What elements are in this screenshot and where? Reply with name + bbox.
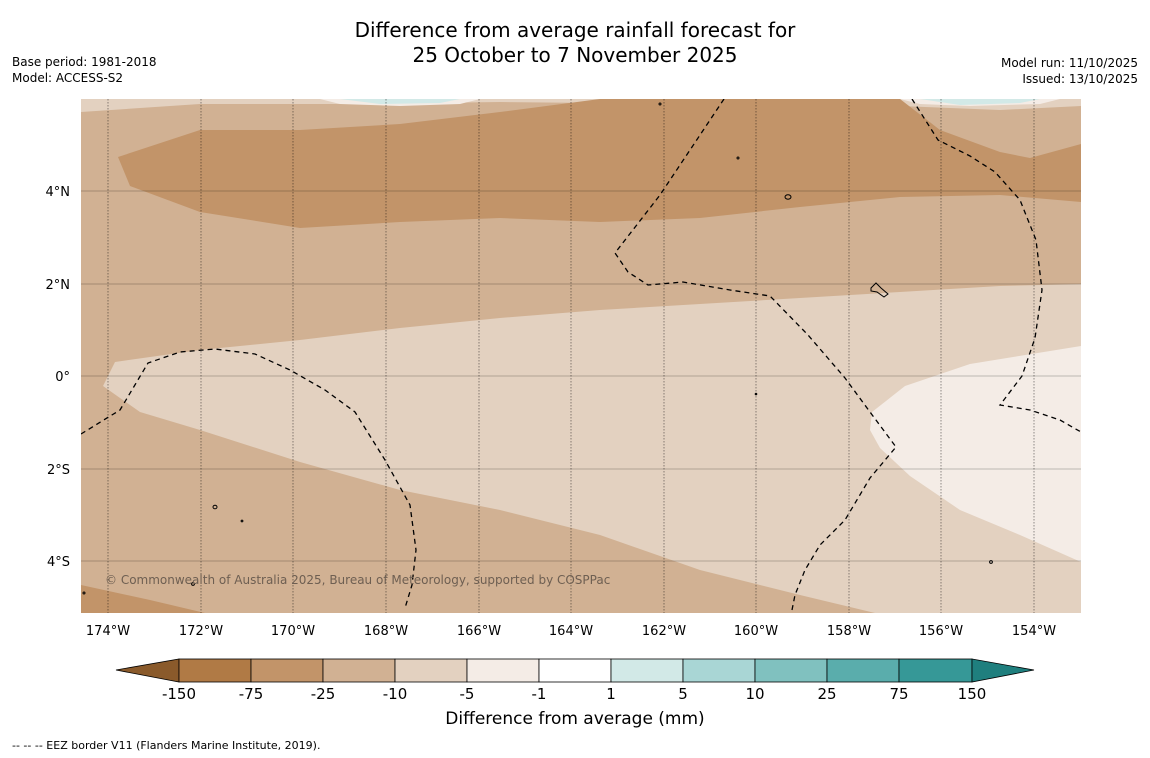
- issued-text: Issued: 13/10/2025: [1022, 72, 1138, 86]
- lat-label-4s: 4°S: [47, 555, 70, 570]
- copyright-text: © Commonwealth of Australia 2025, Bureau…: [105, 573, 610, 587]
- colorbar-bin-5: [466, 658, 540, 683]
- colorbar-tick-3: -10: [383, 685, 408, 703]
- colorbar-tick-9: 25: [817, 685, 836, 703]
- lon-label-162w: 162°W: [642, 624, 686, 639]
- colorbar-tick-7: 5: [678, 685, 688, 703]
- colorbar-extend-low: [115, 658, 180, 683]
- lon-label-170w: 170°W: [271, 624, 315, 639]
- base-period-text: Base period: 1981-2018: [12, 55, 157, 69]
- meta-right: Model run: 11/10/2025 Issued: 13/10/2025: [1001, 55, 1138, 87]
- lon-label-168w: 168°W: [364, 624, 408, 639]
- colorbar-bin-4: [394, 658, 468, 683]
- title-line-2: 25 October to 7 November 2025: [412, 43, 738, 67]
- colorbar-bin-7: [610, 658, 684, 683]
- lon-label-158w: 158°W: [827, 624, 871, 639]
- lon-label-166w: 166°W: [457, 624, 501, 639]
- colorbar-tick-10: 75: [889, 685, 908, 703]
- lon-label-160w: 160°W: [734, 624, 778, 639]
- colorbar-title: Difference from average (mm): [445, 709, 705, 729]
- model-text: Model: ACCESS-S2: [12, 71, 124, 85]
- model-run-text: Model run: 11/10/2025: [1000, 56, 1138, 70]
- colorbar-tick-11: 150: [958, 685, 987, 703]
- island-d: [240, 519, 244, 523]
- colorbar-extend-high: [971, 658, 1035, 683]
- lon-label-164w: 164°W: [549, 624, 593, 639]
- island-j: [82, 591, 86, 595]
- colorbar-ticks: -150 -75 -25 -10 -5 -1 1 5 10 25 75 150: [162, 685, 986, 703]
- lat-label-0: 0°: [55, 370, 70, 385]
- lat-label-2s: 2°S: [47, 463, 70, 478]
- band-top-wet: [340, 99, 1040, 105]
- colorbar-tick-6: 1: [606, 685, 616, 703]
- colorbar-bin-6: [538, 658, 612, 683]
- island-f: [658, 102, 662, 106]
- island-a: [784, 194, 792, 200]
- graticule: [81, 99, 1081, 613]
- eez-footnote: -- -- -- EEZ border V11 (Flanders Marine…: [12, 739, 321, 752]
- lat-label-2n: 2°N: [46, 278, 71, 293]
- island-b: [870, 282, 889, 298]
- island-g: [754, 392, 758, 396]
- lat-label-4n: 4°N: [46, 185, 71, 200]
- lon-label-172w: 172°W: [179, 624, 223, 639]
- colorbar-bin-10: [826, 658, 900, 683]
- colorbar-tick-1: -75: [239, 685, 264, 703]
- colorbar-bin-9: [754, 658, 828, 683]
- title-line-1: Difference from average rainfall forecas…: [354, 18, 796, 42]
- island-c: [212, 504, 218, 510]
- map-title: Difference from average rainfall forecas…: [0, 18, 1150, 68]
- band-dry-strong: [118, 99, 1081, 228]
- colorbar: [115, 658, 1035, 683]
- colorbar-bin-8: [682, 658, 756, 683]
- band-near-normal: [870, 346, 1081, 562]
- colorbar-tick-8: 10: [745, 685, 764, 703]
- eez-borders: [81, 99, 1081, 611]
- colorbar-tick-5: -1: [532, 685, 547, 703]
- colorbar-tick-0: -150: [162, 685, 196, 703]
- map-field: © Commonwealth of Australia 2025, Bureau…: [81, 99, 1081, 613]
- eez-border-east: [911, 99, 1081, 433]
- colorbar-tick-2: -25: [311, 685, 336, 703]
- colorbar-tick-4: -5: [460, 685, 475, 703]
- colorbar-bin-3: [322, 658, 396, 683]
- islands: [82, 102, 993, 595]
- lon-label-156w: 156°W: [919, 624, 963, 639]
- island-e: [736, 156, 740, 160]
- eez-border-west: [81, 348, 417, 609]
- colorbar-bin-2: [250, 658, 324, 683]
- island-h: [989, 560, 993, 564]
- colorbar-bin-1: [178, 658, 252, 683]
- lat-labels: 4°N 2°N 0° 2°S 4°S: [46, 185, 71, 570]
- island-i: [191, 582, 195, 586]
- meta-left: Base period: 1981-2018 Model: ACCESS-S2: [12, 54, 157, 86]
- band-dry-bottom-left: [81, 585, 205, 613]
- lon-label-154w: 154°W: [1012, 624, 1056, 639]
- lon-labels: 174°W 172°W 170°W 168°W 166°W 164°W 162°…: [86, 624, 1056, 639]
- colorbar-bin-11: [898, 658, 973, 683]
- lon-label-174w: 174°W: [86, 624, 130, 639]
- band-dry-light: [103, 284, 1081, 613]
